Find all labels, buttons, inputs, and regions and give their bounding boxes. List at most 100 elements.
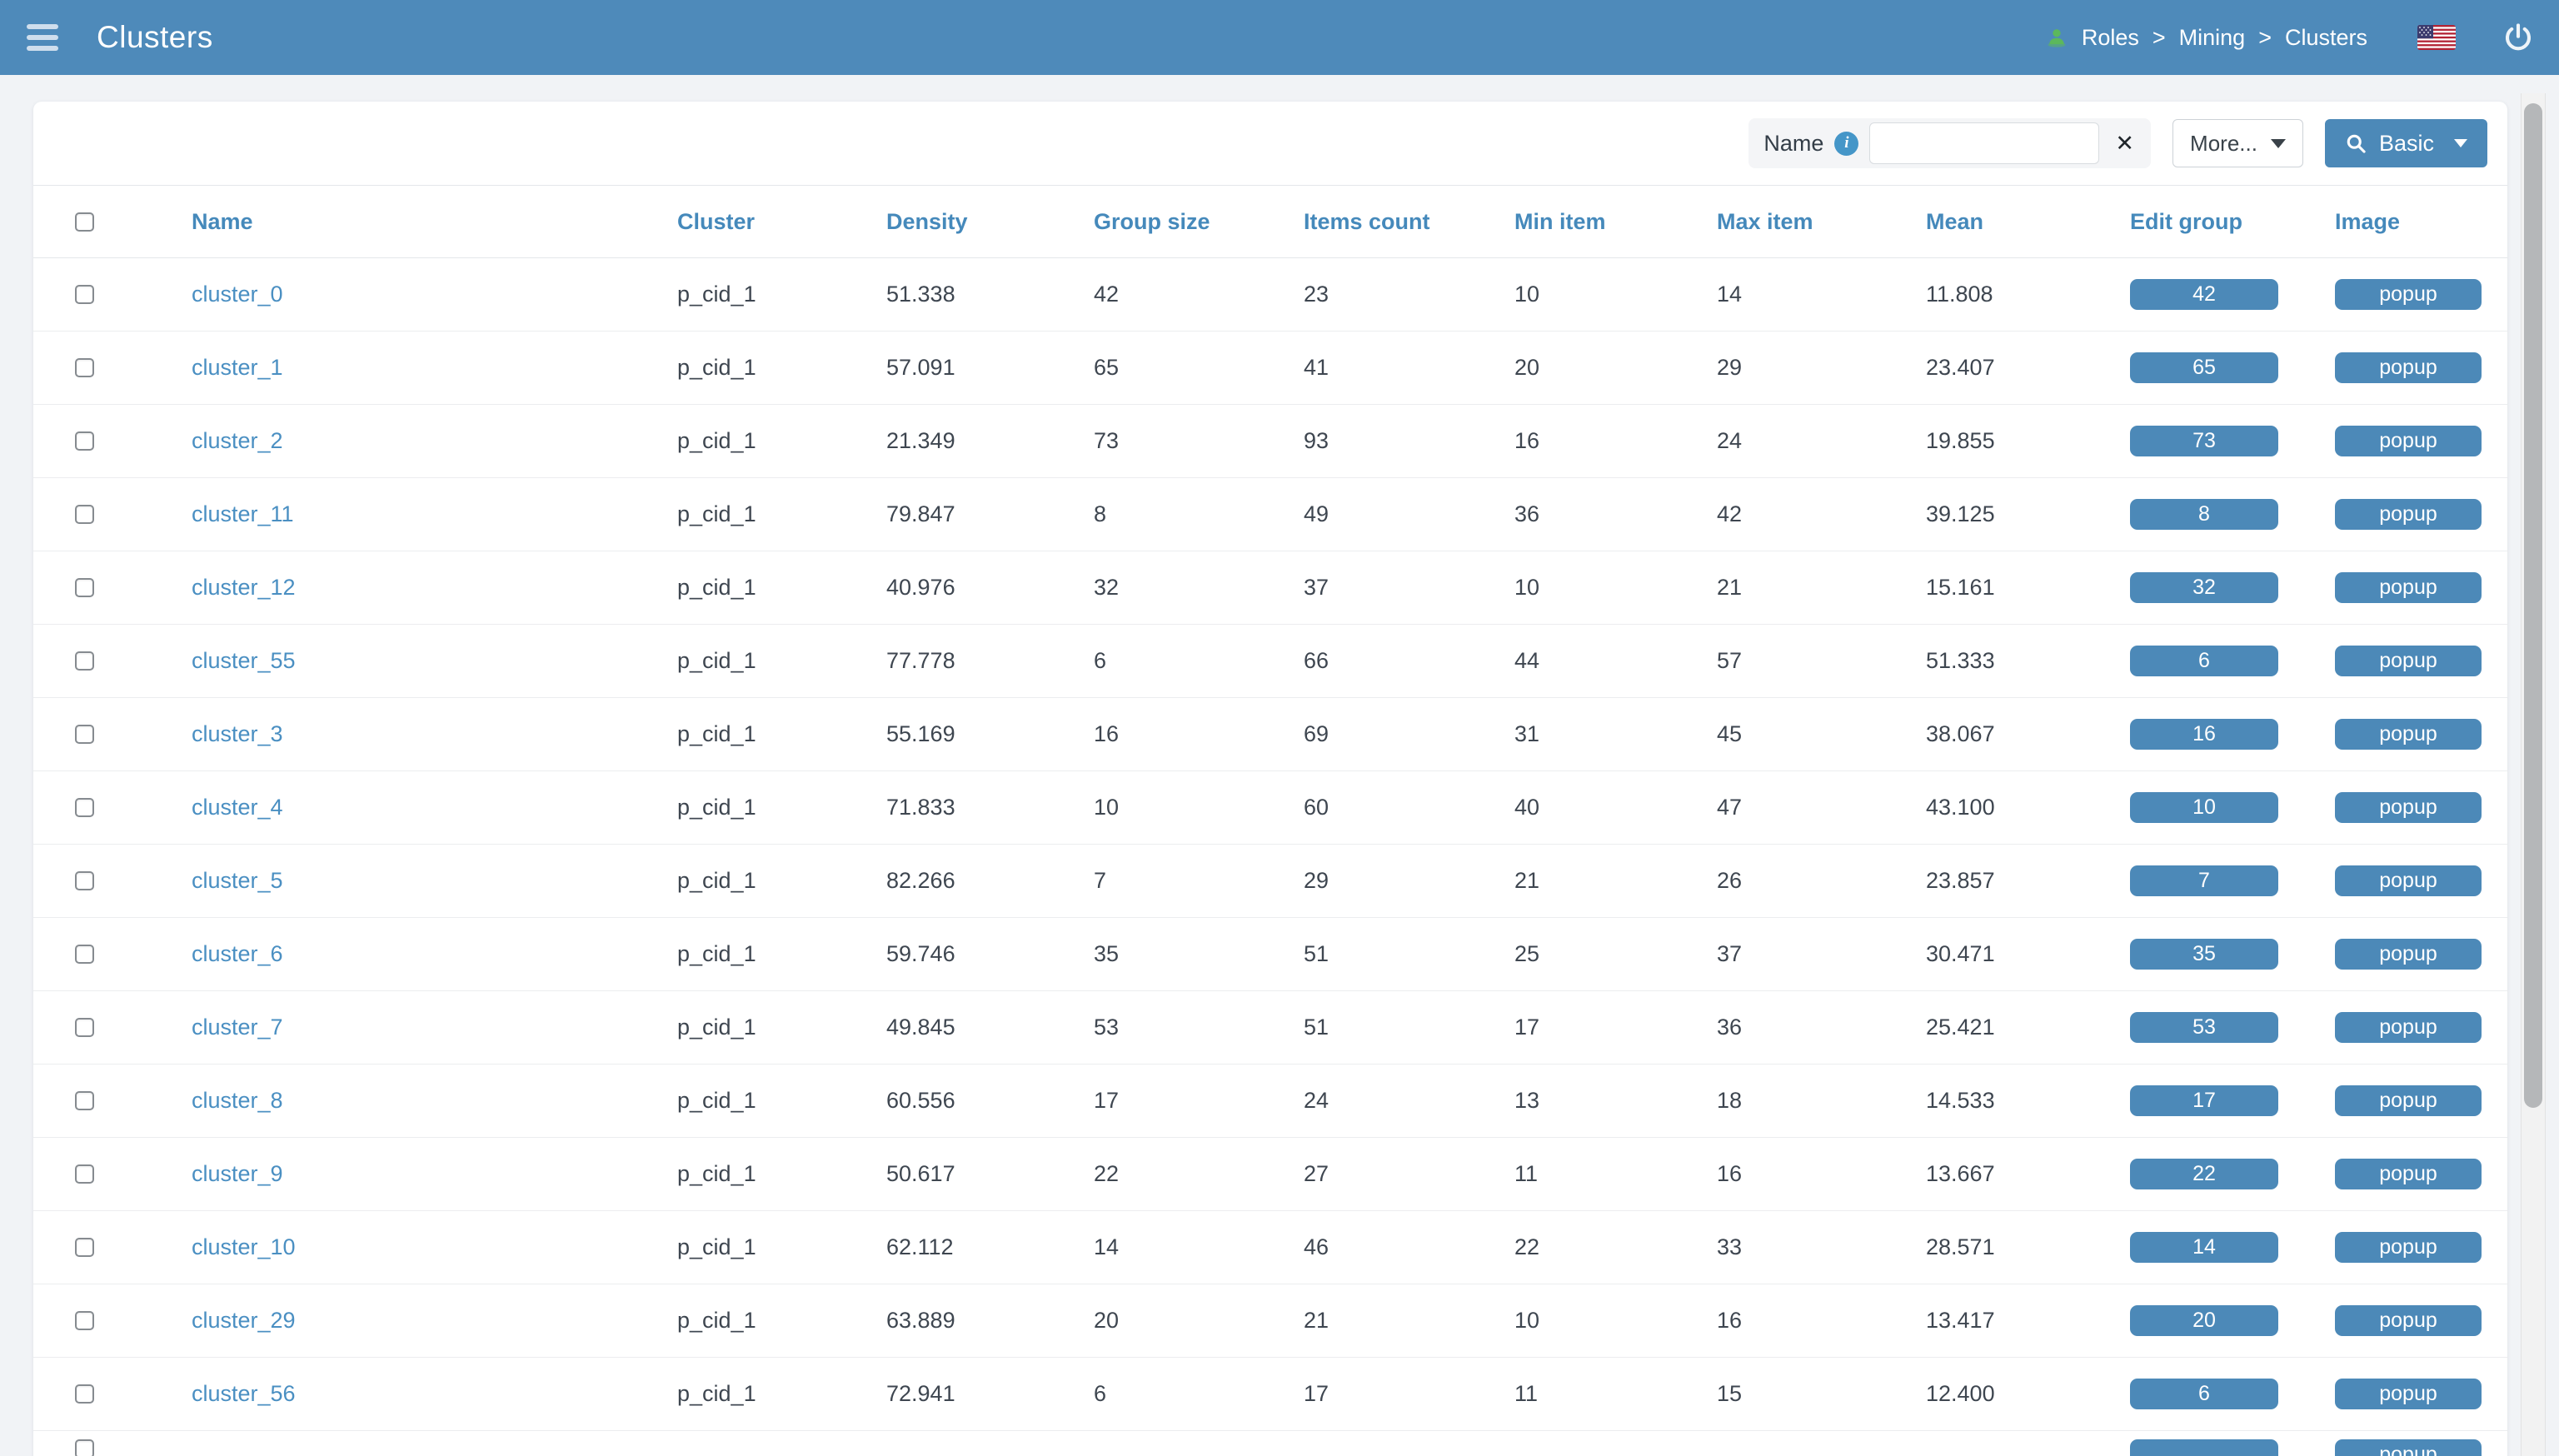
image-popup-button[interactable]: popup	[2335, 865, 2482, 896]
row-checkbox[interactable]	[75, 285, 94, 304]
edit-group-button[interactable]: 6	[2130, 646, 2278, 676]
cluster-name-link[interactable]: cluster_12	[192, 575, 296, 600]
info-icon[interactable]: i	[1834, 131, 1859, 156]
image-popup-button[interactable]: popup	[2335, 1305, 2482, 1336]
breadcrumb-item-roles[interactable]: Roles	[2081, 24, 2139, 50]
scrollbar-thumb[interactable]	[2524, 103, 2542, 1108]
mean-cell: 13.417	[1926, 1308, 1995, 1333]
image-popup-button[interactable]: popup	[2335, 719, 2482, 750]
row-checkbox[interactable]	[75, 1384, 94, 1404]
table-row: cluster_56 p_cid_1 72.941 6 17 11 15 12.…	[33, 1358, 2507, 1431]
row-checkbox[interactable]	[75, 1091, 94, 1110]
density-cell: 79.847	[886, 501, 955, 526]
row-checkbox[interactable]	[75, 431, 94, 451]
column-header-group-size[interactable]: Group size	[1094, 208, 1210, 234]
select-all-checkbox[interactable]	[75, 212, 94, 232]
column-header-image[interactable]: Image	[2335, 208, 2401, 234]
edit-group-button[interactable]: 10	[2130, 792, 2278, 823]
row-checkbox[interactable]	[75, 725, 94, 744]
edit-group-button[interactable]: 53	[2130, 1012, 2278, 1043]
clear-filter-button[interactable]: ✕	[2115, 130, 2135, 156]
row-checkbox[interactable]	[75, 505, 94, 524]
search-basic-button[interactable]: Basic	[2324, 119, 2487, 167]
edit-group-button[interactable]	[2130, 1439, 2278, 1456]
row-checkbox[interactable]	[75, 578, 94, 597]
cluster-name-link[interactable]: cluster_56	[192, 1381, 296, 1406]
image-popup-button[interactable]: popup	[2335, 1012, 2482, 1043]
cluster-name-link[interactable]: cluster_0	[192, 282, 283, 307]
cluster-name-link[interactable]: cluster_1	[192, 355, 283, 380]
edit-group-button[interactable]: 65	[2130, 352, 2278, 383]
name-filter-input[interactable]	[1869, 122, 2100, 164]
row-checkbox[interactable]	[75, 798, 94, 817]
items-count-cell: 24	[1304, 1088, 1329, 1113]
image-popup-button[interactable]: popup	[2335, 1085, 2482, 1116]
cluster-name-link[interactable]: cluster_7	[192, 1015, 283, 1040]
column-header-max-item[interactable]: Max item	[1717, 208, 1813, 234]
group-size-cell: 10	[1094, 795, 1120, 820]
mean-cell: 38.067	[1926, 721, 1995, 746]
cluster-name-link[interactable]: cluster_11	[192, 501, 294, 526]
edit-group-button[interactable]: 17	[2130, 1085, 2278, 1116]
image-popup-button[interactable]: popup	[2335, 939, 2482, 970]
column-header-name[interactable]: Name	[192, 208, 253, 234]
edit-group-button[interactable]: 42	[2130, 279, 2278, 310]
cluster-name-link[interactable]: cluster_6	[192, 941, 283, 966]
column-header-mean[interactable]: Mean	[1926, 208, 1984, 234]
row-checkbox[interactable]	[75, 651, 94, 671]
column-header-cluster[interactable]: Cluster	[677, 208, 756, 234]
edit-group-button[interactable]: 35	[2130, 939, 2278, 970]
image-popup-button[interactable]: popup	[2335, 1159, 2482, 1189]
image-popup-button[interactable]: popup	[2335, 426, 2482, 456]
cluster-name-link[interactable]: cluster_5	[192, 868, 283, 893]
row-checkbox[interactable]	[75, 1018, 94, 1037]
breadcrumb-item-mining[interactable]: Mining	[2178, 24, 2246, 50]
mean-cell: 19.855	[1926, 428, 1995, 453]
column-header-min-item[interactable]: Min item	[1514, 208, 1606, 234]
edit-group-button[interactable]: 16	[2130, 719, 2278, 750]
cluster-name-link[interactable]: cluster_8	[192, 1088, 283, 1113]
language-flag-button[interactable]	[2417, 25, 2456, 50]
image-popup-button[interactable]: popup	[2335, 1439, 2482, 1456]
edit-group-button[interactable]: 32	[2130, 572, 2278, 603]
row-checkbox[interactable]	[75, 1164, 94, 1184]
scrollbar-track[interactable]	[2521, 93, 2546, 1456]
logout-power-button[interactable]	[2502, 22, 2534, 53]
row-checkbox[interactable]	[75, 1238, 94, 1257]
row-checkbox[interactable]	[75, 1439, 94, 1456]
density-cell: 82.266	[886, 868, 955, 893]
menu-button[interactable]	[23, 19, 62, 56]
edit-group-button[interactable]: 6	[2130, 1379, 2278, 1409]
image-popup-button[interactable]: popup	[2335, 1232, 2482, 1263]
cluster-name-link[interactable]: cluster_2	[192, 428, 283, 453]
cluster-name-link[interactable]: cluster_10	[192, 1234, 296, 1259]
image-popup-button[interactable]: popup	[2335, 352, 2482, 383]
image-popup-button[interactable]: popup	[2335, 572, 2482, 603]
edit-group-button[interactable]: 22	[2130, 1159, 2278, 1189]
image-popup-button[interactable]: popup	[2335, 1379, 2482, 1409]
edit-group-button[interactable]: 14	[2130, 1232, 2278, 1263]
row-checkbox[interactable]	[75, 1311, 94, 1330]
edit-group-button[interactable]: 73	[2130, 426, 2278, 456]
more-filters-button[interactable]: More...	[2172, 119, 2303, 167]
cluster-name-link[interactable]: cluster_9	[192, 1161, 283, 1186]
edit-group-button[interactable]: 8	[2130, 499, 2278, 530]
image-popup-button[interactable]: popup	[2335, 499, 2482, 530]
image-popup-button[interactable]: popup	[2335, 792, 2482, 823]
row-checkbox[interactable]	[75, 358, 94, 377]
row-checkbox[interactable]	[75, 871, 94, 890]
cluster-name-link[interactable]: cluster_3	[192, 721, 283, 746]
cluster-name-link[interactable]: cluster_29	[192, 1308, 296, 1333]
image-popup-button[interactable]: popup	[2335, 646, 2482, 676]
items-count-cell: 51	[1304, 1015, 1329, 1040]
cluster-name-link[interactable]: cluster_4	[192, 795, 283, 820]
column-header-items-count[interactable]: Items count	[1304, 208, 1430, 234]
row-checkbox[interactable]	[75, 945, 94, 964]
column-header-density[interactable]: Density	[886, 208, 968, 234]
image-popup-button[interactable]: popup	[2335, 279, 2482, 310]
cluster-cell: p_cid_1	[677, 355, 756, 380]
edit-group-button[interactable]: 20	[2130, 1305, 2278, 1336]
column-header-edit-group[interactable]: Edit group	[2130, 208, 2242, 234]
cluster-name-link[interactable]: cluster_55	[192, 648, 296, 673]
edit-group-button[interactable]: 7	[2130, 865, 2278, 896]
